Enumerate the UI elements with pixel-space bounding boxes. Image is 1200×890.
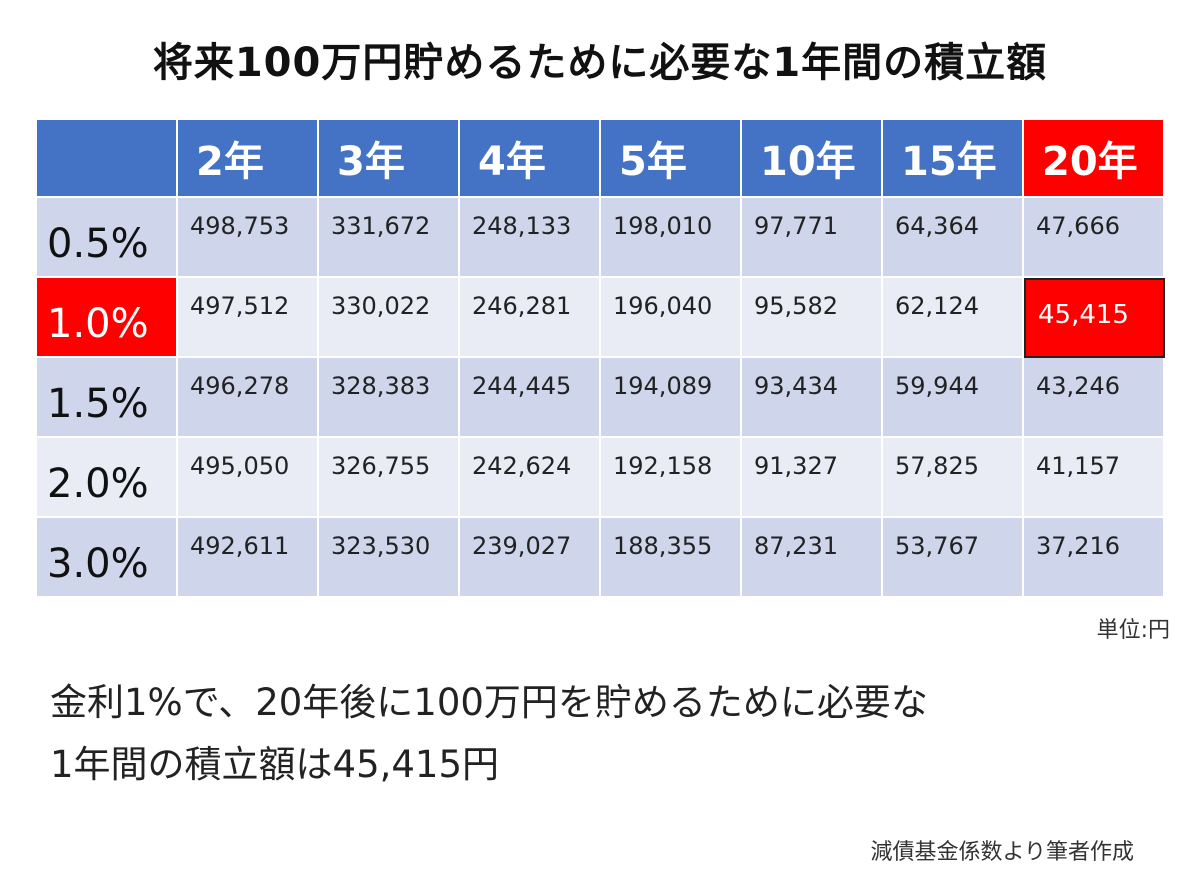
caption-line-1: 金利1%で、20年後に100万円を貯めるために必要な bbox=[50, 681, 928, 724]
table-cell: 43,246 bbox=[1024, 358, 1165, 438]
row-label: 1.0% bbox=[37, 278, 178, 358]
table-cell: 37,216 bbox=[1024, 518, 1165, 598]
table-cell: 57,825 bbox=[883, 438, 1024, 518]
table-cell: 41,157 bbox=[1024, 438, 1165, 518]
table-cell: 95,582 bbox=[742, 278, 883, 358]
table-cell: 323,530 bbox=[319, 518, 460, 598]
table-cell: 330,022 bbox=[319, 278, 460, 358]
unit-label: 単位:円 bbox=[1096, 618, 1170, 643]
table-cell: 492,611 bbox=[178, 518, 319, 598]
table-cell: 97,771 bbox=[742, 198, 883, 278]
table-cell: 87,231 bbox=[742, 518, 883, 598]
table-cell: 53,767 bbox=[883, 518, 1024, 598]
table-cell: 196,040 bbox=[601, 278, 742, 358]
table-cell: 91,327 bbox=[742, 438, 883, 518]
table-cell: 496,278 bbox=[178, 358, 319, 438]
table-cell: 64,364 bbox=[883, 198, 1024, 278]
header-corner bbox=[37, 120, 178, 198]
source-note: 減債基金係数より筆者作成 bbox=[870, 840, 1134, 865]
table-cell: 246,281 bbox=[460, 278, 601, 358]
table-cell: 194,089 bbox=[601, 358, 742, 438]
table-cell: 198,010 bbox=[601, 198, 742, 278]
column-header-2y: 2年 bbox=[178, 120, 319, 198]
row-label: 2.0% bbox=[37, 438, 178, 518]
caption-line-2: 1年間の積立額は45,415円 bbox=[50, 743, 500, 786]
column-header-3y: 3年 bbox=[319, 120, 460, 198]
table-cell: 242,624 bbox=[460, 438, 601, 518]
column-header-15y: 15年 bbox=[883, 120, 1024, 198]
table-cell: 497,512 bbox=[178, 278, 319, 358]
table-cell: 59,944 bbox=[883, 358, 1024, 438]
table-body: 0.5% 498,753 331,672 248,133 198,010 97,771 64… bbox=[37, 198, 1165, 598]
row-label: 0.5% bbox=[37, 198, 178, 278]
column-header-5y: 5年 bbox=[601, 120, 742, 198]
table-cell: 239,027 bbox=[460, 518, 601, 598]
header-row: 2年 3年 4年 5年 10年 15年 20年 bbox=[37, 120, 1165, 198]
table-cell: 188,355 bbox=[601, 518, 742, 598]
table-row: 1.5% 496,278 328,383 244,445 194,089 93,434 59… bbox=[37, 358, 1165, 438]
table-cell: 326,755 bbox=[319, 438, 460, 518]
row-label: 1.5% bbox=[37, 358, 178, 438]
table-row: 3.0% 492,611 323,530 239,027 188,355 87,231 53… bbox=[37, 518, 1165, 598]
table-cell: 192,158 bbox=[601, 438, 742, 518]
table-cell: 244,445 bbox=[460, 358, 601, 438]
table-row: 2.0% 495,050 326,755 242,624 192,158 91,327 57… bbox=[37, 438, 1165, 518]
table-cell: 248,133 bbox=[460, 198, 601, 278]
column-header-20y: 20年 bbox=[1024, 120, 1165, 198]
column-header-10y: 10年 bbox=[742, 120, 883, 198]
savings-table: 2年 3年 4年 5年 10年 15年 20年 0.5% 498,753 331,6… bbox=[37, 120, 1165, 598]
table-cell: 331,672 bbox=[319, 198, 460, 278]
table-cell: 62,124 bbox=[883, 278, 1024, 358]
highlighted-cell: 45,415 bbox=[1024, 278, 1165, 358]
table-cell: 498,753 bbox=[178, 198, 319, 278]
table-cell: 495,050 bbox=[178, 438, 319, 518]
row-label: 3.0% bbox=[37, 518, 178, 598]
table-cell: 328,383 bbox=[319, 358, 460, 438]
table-cell: 93,434 bbox=[742, 358, 883, 438]
table-row: 0.5% 498,753 331,672 248,133 198,010 97,771 64… bbox=[37, 198, 1165, 278]
table-row: 1.0% 497,512 330,022 246,281 196,040 95,582 62… bbox=[37, 278, 1165, 358]
table-cell: 47,666 bbox=[1024, 198, 1165, 278]
caption: 金利1%で、20年後に100万円を貯めるために必要な 1年間の積立額は45,41… bbox=[50, 672, 1170, 796]
chart-title: 将来100万円貯めるために必要な1年間の積立額 bbox=[152, 40, 1048, 86]
column-header-4y: 4年 bbox=[460, 120, 601, 198]
